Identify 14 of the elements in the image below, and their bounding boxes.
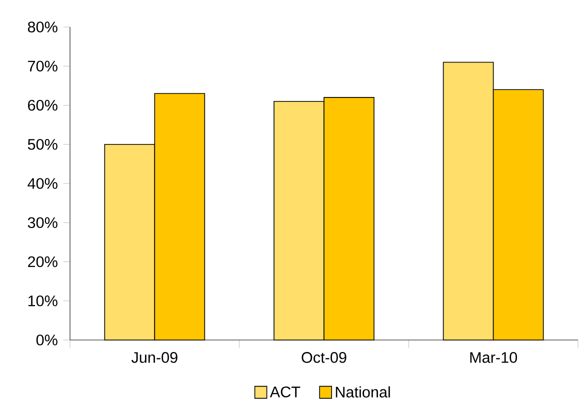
y-tick-label: 30% bbox=[28, 217, 58, 228]
y-tick-label: 70% bbox=[28, 60, 58, 72]
y-tick-label: 20% bbox=[28, 256, 58, 268]
y-tick-label: 80% bbox=[28, 22, 58, 32]
y-tick-label: 10% bbox=[28, 295, 58, 306]
legend-label: National bbox=[336, 386, 390, 398]
y-tick-label: 40% bbox=[28, 178, 58, 189]
y-tick-label: 60% bbox=[28, 100, 58, 111]
x-tick-label: Mar-10 bbox=[470, 352, 518, 363]
legend-label: ACT bbox=[270, 386, 300, 398]
x-tick-label: Oct-09 bbox=[302, 352, 346, 363]
y-tick-label: 50% bbox=[28, 138, 58, 150]
y-tick-label: 0% bbox=[36, 334, 58, 346]
x-tick-label: Jun-09 bbox=[131, 352, 178, 363]
